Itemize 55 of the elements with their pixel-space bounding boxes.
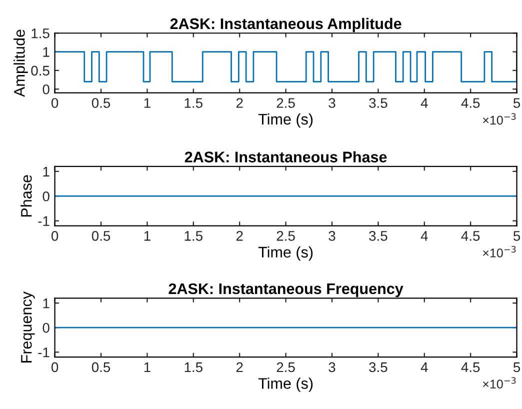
x-axis-title: Time (s) [258,246,313,261]
y-tick-label: 0 [42,84,50,94]
y-axis-title: Amplitude [14,30,28,97]
x-tick-label: 4.5 [461,231,480,241]
x-tick-label: 2.5 [276,230,295,241]
x-tick-label: 4 [420,231,428,241]
x-tick-label: 0.5 [92,98,110,108]
text: ×10$^{−3}$ [483,377,516,389]
y-tick-label: 1 [43,298,50,308]
y-tick-label: -1 [38,216,50,226]
x-tick-label: 4 [420,98,428,108]
y-axis-title: Frequency [21,292,35,362]
x-tick-label: 2 [236,230,243,241]
x-tick-label: 2.5 [276,98,295,108]
x-tick-label: 1 [144,231,150,241]
y-tick-label: 1 [43,166,50,176]
x-tick-label: 0.5 [92,230,110,241]
text: ×10$^{−3}$ [483,113,516,125]
x-tick-label: 4 [420,362,428,372]
x-tick-label: 3.5 [369,362,388,372]
y-tick-label: 0 [42,191,50,202]
x-tick-label: 1 [144,98,150,108]
x-tick-label: 0 [51,362,58,372]
x-tick-label: 2.5 [276,362,295,372]
y-tick-label: -1 [38,348,50,358]
y-tick-label: 1 [43,47,50,57]
x-tick-label: 0.5 [92,362,110,372]
text: ×10$^{−3}$ [483,246,516,258]
chart-title: 2ASK: Instantaneous Frequency [168,283,404,298]
x-tick-label: 1 [144,362,150,372]
x-tick-label: 5 [513,362,520,372]
y-axis-title: Phase [20,175,32,217]
x-tick-label: 0 [51,98,58,108]
x-tick-label: 5 [513,231,520,241]
y-tick-label: 1.5 [32,28,50,38]
x-tick-label: 3.5 [369,230,388,241]
x-tick-label: 3.5 [369,98,388,108]
x-tick-label: 1.5 [184,362,202,372]
x-axis-title: Time (s) [258,378,313,392]
x-tick-label: 4.5 [461,362,480,372]
x-tick-label: 3 [328,362,336,372]
x-tick-label: 3 [328,98,336,108]
x-tick-label: 2 [236,98,243,108]
x-tick-label: 4.5 [461,98,480,108]
chart-title: 2ASK: Instantaneous Amplitude [170,18,402,32]
x-tick-label: 5 [513,98,520,108]
x-tick-label: 1.5 [184,231,202,241]
y-tick-label: 0 [42,322,50,333]
x-tick-label: 1.5 [184,98,202,108]
x-axis-title: Time (s) [258,113,313,128]
chart-title: 2ASK: Instantaneous Phase [184,151,387,162]
x-tick-label: 3 [328,230,336,241]
x-tick-label: 2 [236,362,243,372]
y-tick-label: 0.5 [31,66,50,76]
x-tick-label: 0 [51,230,58,241]
